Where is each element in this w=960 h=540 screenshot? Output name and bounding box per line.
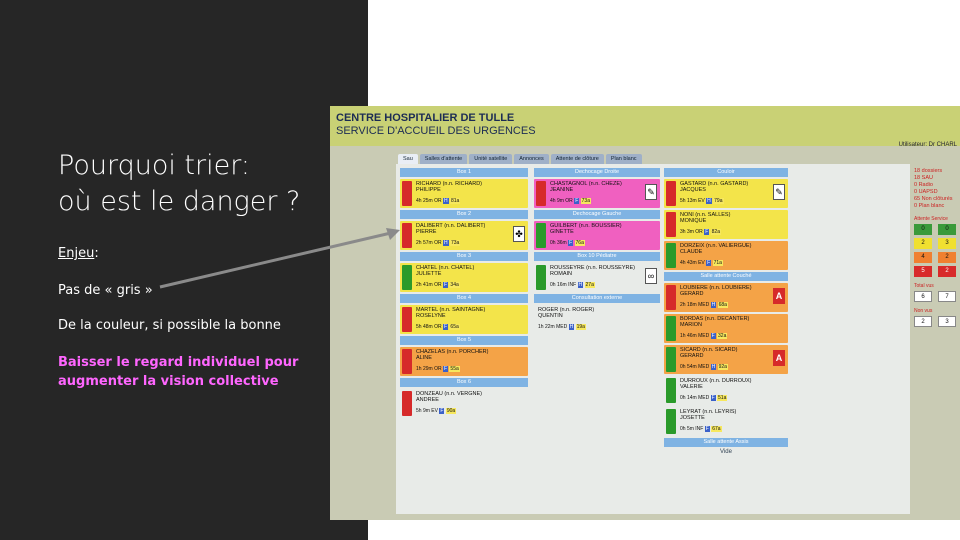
priority-icon: [666, 409, 676, 434]
exam-icon: ✎: [773, 184, 785, 200]
exam-icon: ∞: [645, 268, 657, 284]
patient-card[interactable]: MARTEL (n.n. SAINTAGNE) ROSELYNE 5h 48m OR…: [400, 305, 528, 334]
tab-salles-attente[interactable]: Salles d'attente: [419, 154, 468, 165]
priority-icon: [402, 265, 412, 290]
couloir-column: Couloir GASTARD (n.n. GASTARD) JACQUES 5h …: [664, 168, 788, 455]
priority-icon: [666, 347, 676, 372]
slide-title: Pourquoi trier: où est le danger ?: [58, 150, 301, 217]
section-box4: Box 4: [400, 294, 528, 303]
patient-card[interactable]: NONI (n.n. SALLES) MONIQUE 3h 3m OR F 82a: [664, 210, 788, 239]
patient-card[interactable]: CHASTAGNOL (n.n. CHEZE) JEANINE 4h 9m OR F…: [534, 179, 660, 208]
section-pediatre: Box 10 Pédiatre: [534, 252, 660, 261]
tab-attente-cloture[interactable]: Attente de clôture: [550, 154, 604, 165]
priority-icon: [402, 349, 412, 374]
patient-card[interactable]: DORZEIX (n.n. VALIERGUE) CLAUDE 4h 43m EV …: [664, 241, 788, 270]
tab-plan-blanc[interactable]: Plan blanc: [605, 154, 642, 165]
boxes-column: Box 1 RICHARD (n.n. RICHARD) PHILIPPE 4h 2…: [400, 168, 528, 420]
hospital-name: CENTRE HOSPITALIER DE TULLE: [336, 112, 515, 124]
empty-label: Vide: [720, 449, 732, 455]
patient-card[interactable]: DALIBERT (n.n. DALIBERT) PIERRE 2h 57m OR …: [400, 221, 528, 250]
priority-icon: [666, 212, 676, 237]
point-regard: Baisser le regard individuel pour augmen…: [58, 355, 299, 389]
priority-icon: [666, 378, 676, 403]
section-dechocage-droite: Dechocage Droite: [534, 168, 660, 177]
point-gris: Pas de « gris »: [58, 283, 153, 298]
priority-icon: [666, 181, 676, 206]
alert-icon: A: [773, 288, 785, 304]
section-salle-couche: Salle attente Couché: [664, 272, 788, 281]
patient-card[interactable]: BORDAS (n.n. DECANTER) MARION 1h 46m MED F…: [664, 314, 788, 343]
slide-text-panel: Pourquoi trier: où est le danger ? Enjeu…: [0, 0, 368, 540]
tab-sau[interactable]: Sau: [398, 154, 418, 165]
patient-card[interactable]: ROUSSEYRE (n.n. ROUSSEYRE) ROMAIN 0h 16m I…: [534, 263, 660, 292]
section-box5: Box 5: [400, 336, 528, 345]
board-panel: Box 1 RICHARD (n.n. RICHARD) PHILIPPE 4h 2…: [396, 164, 910, 514]
service-name: SERVICE D'ACCUEIL DES URGENCES: [336, 125, 536, 137]
exam-icon: ✎: [645, 184, 657, 200]
tab-annonces[interactable]: Annonces: [514, 154, 549, 165]
emergency-board-screenshot: CENTRE HOSPITALIER DE TULLE SERVICE D'AC…: [330, 106, 960, 520]
patient-card[interactable]: GUILBERT (n.n. BOUSSIER) GINETTE 0h 36m F …: [534, 221, 660, 250]
priority-icon: [666, 285, 676, 310]
priority-icon: [536, 181, 546, 206]
priority-icon: [536, 265, 546, 290]
dechocage-column: Dechocage Droite CHASTAGNOL (n.n. CHEZE)…: [534, 168, 660, 336]
section-box1: Box 1: [400, 168, 528, 177]
patient-card[interactable]: ROGER (n.n. ROGER) QUENTIN 1h 22m MED H 19…: [534, 305, 660, 334]
section-box3: Box 3: [400, 252, 528, 261]
enjeu-label: Enjeu:: [58, 246, 99, 261]
board-header: CENTRE HOSPITALIER DE TULLE SERVICE D'AC…: [330, 106, 960, 146]
section-box2: Box 2: [400, 210, 528, 219]
section-salle-assis: Salle attente Assis: [664, 438, 788, 447]
patient-card[interactable]: DURROUX (n.n. DURROUX) VALERIE 0h 14m MED …: [664, 376, 788, 405]
patient-card[interactable]: LEYRAT (n.n. LEYRIS) JOSETTE 0h 5m INF F 6…: [664, 407, 788, 436]
section-consultation: Consultation externe: [534, 294, 660, 303]
stats-grid-header: Attente Service: [914, 216, 948, 222]
priority-icon: [402, 307, 412, 332]
tab-unite-satellite[interactable]: Unité satellite: [469, 154, 513, 165]
board-tabs: Sau Salles d'attente Unité satellite Ann…: [398, 154, 642, 166]
patient-card[interactable]: SICARD (n.n. SICARD) GERARD 0h 54m MED H 9…: [664, 345, 788, 374]
user-label: Utilisateur: Dr CHARL: [898, 142, 957, 148]
exam-icon: ✤: [513, 226, 525, 242]
stats-panel: 18 dossiers 18 SAU 0 Radio 0 UAPSD 65 No…: [914, 168, 960, 327]
section-couloir: Couloir: [664, 168, 788, 177]
patient-card[interactable]: LOUBIERE (n.n. LOUBIERE) GERARD 2h 18m MED…: [664, 283, 788, 312]
section-box6: Box 6: [400, 378, 528, 387]
point-couleur: De la couleur, si possible la bonne: [58, 318, 281, 333]
priority-icon: [666, 243, 676, 268]
priority-icon: [402, 391, 412, 416]
section-dechocage-gauche: Dechocage Gauche: [534, 210, 660, 219]
patient-card[interactable]: RICHARD (n.n. RICHARD) PHILIPPE 4h 25m OR …: [400, 179, 528, 208]
priority-icon: [402, 181, 412, 206]
patient-card[interactable]: DONZEAU (n.n. VERGNE) ANDREE 5h 9m EV F 90…: [400, 389, 528, 418]
priority-icon: [402, 223, 412, 248]
alert-icon: A: [773, 350, 785, 366]
patient-card[interactable]: CHATEL (n.n. CHATEL) JULIETTE 2h 41m OR F …: [400, 263, 528, 292]
patient-card[interactable]: CHAZELAS (n.n. PORCHER) ALINE 1h 29m OR F …: [400, 347, 528, 376]
priority-icon: [536, 223, 546, 248]
patient-card[interactable]: GASTARD (n.n. GASTARD) JACQUES 5h 13m EV H…: [664, 179, 788, 208]
priority-icon: [666, 316, 676, 341]
